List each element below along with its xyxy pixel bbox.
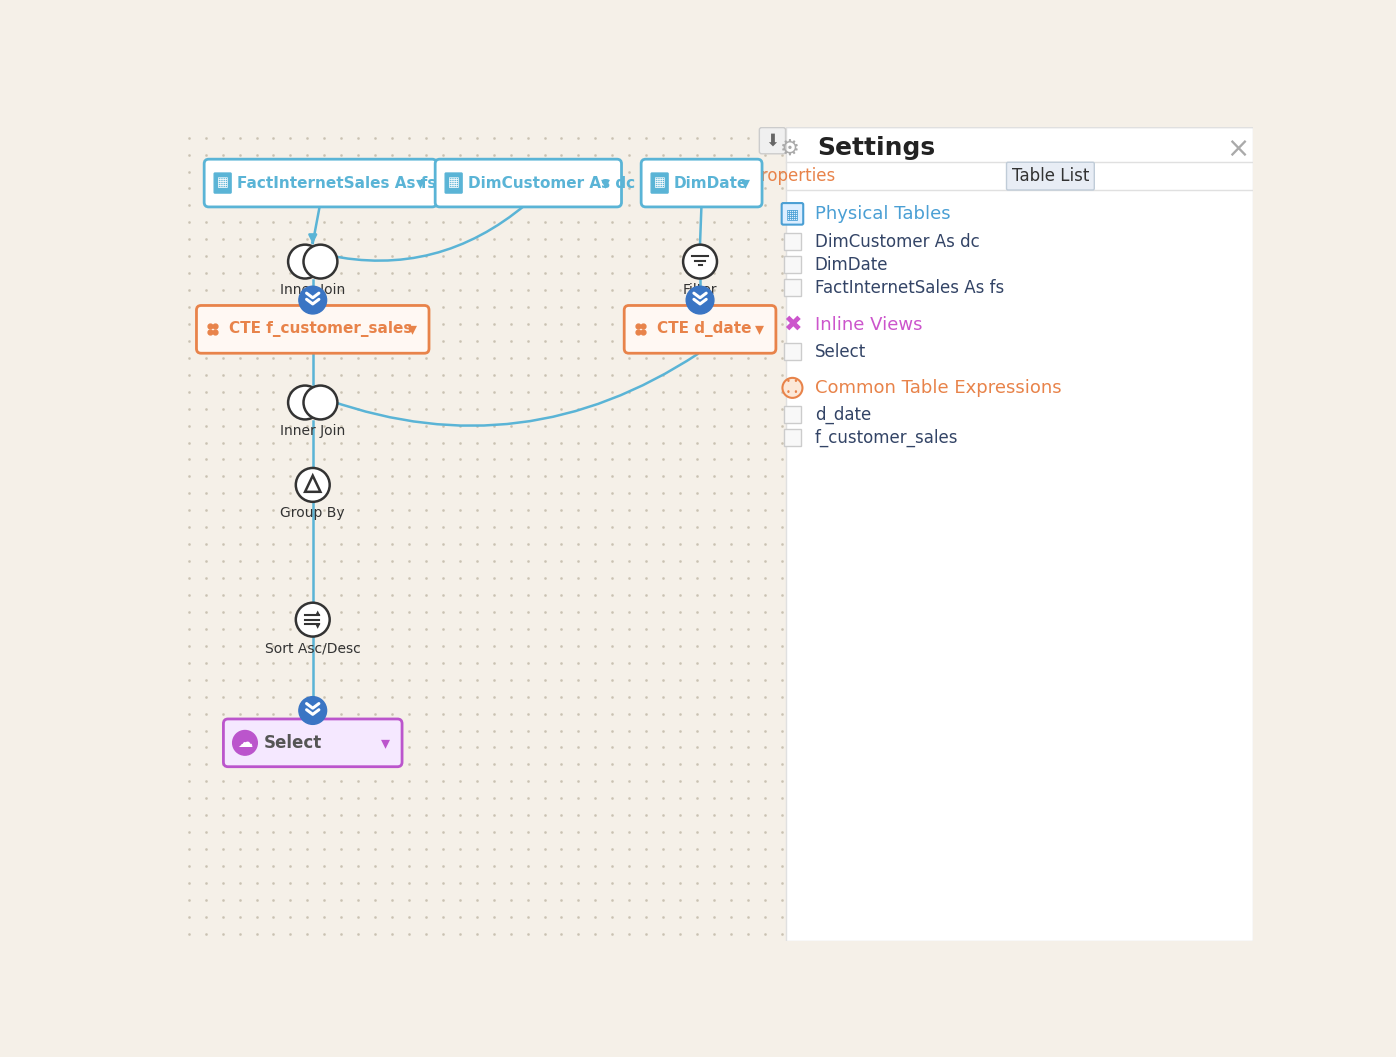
- Text: Common Table Expressions: Common Table Expressions: [815, 378, 1061, 396]
- FancyBboxPatch shape: [759, 128, 786, 153]
- Circle shape: [296, 468, 329, 502]
- FancyBboxPatch shape: [785, 406, 801, 423]
- Text: Settings: Settings: [817, 136, 935, 161]
- FancyBboxPatch shape: [445, 173, 462, 193]
- Text: Table List: Table List: [1012, 167, 1089, 185]
- FancyBboxPatch shape: [436, 160, 621, 207]
- Text: DimDate: DimDate: [673, 175, 748, 190]
- FancyArrowPatch shape: [328, 204, 526, 261]
- Text: ▲: ▲: [314, 610, 320, 616]
- Text: ▦: ▦: [448, 177, 459, 189]
- Text: CTE d_date: CTE d_date: [656, 321, 751, 337]
- Text: FactInternetSales As fs: FactInternetSales As fs: [815, 279, 1004, 297]
- Text: Group By: Group By: [281, 506, 345, 520]
- Text: Physical Tables: Physical Tables: [815, 205, 951, 223]
- Circle shape: [233, 730, 257, 755]
- Text: d_date: d_date: [815, 406, 871, 424]
- Text: Properties: Properties: [752, 167, 836, 185]
- Circle shape: [303, 244, 338, 279]
- Text: ▦: ▦: [216, 177, 229, 189]
- FancyBboxPatch shape: [785, 234, 801, 251]
- Text: ⬇: ⬇: [765, 132, 779, 150]
- Text: DimDate: DimDate: [815, 256, 888, 274]
- Text: ▦: ▦: [786, 207, 799, 221]
- FancyBboxPatch shape: [785, 256, 801, 273]
- FancyBboxPatch shape: [223, 719, 402, 766]
- Circle shape: [299, 286, 327, 314]
- Text: Sort Asc/Desc: Sort Asc/Desc: [265, 642, 360, 655]
- FancyBboxPatch shape: [651, 173, 669, 193]
- Text: Inner Join: Inner Join: [281, 283, 345, 297]
- Text: DimCustomer As dc: DimCustomer As dc: [815, 233, 980, 251]
- Circle shape: [687, 286, 713, 314]
- Text: ▾: ▾: [755, 320, 764, 338]
- Text: ×: ×: [1226, 134, 1249, 163]
- Text: Filter: Filter: [683, 283, 718, 297]
- FancyBboxPatch shape: [624, 305, 776, 353]
- Circle shape: [782, 377, 803, 397]
- Circle shape: [299, 697, 327, 724]
- Text: f_customer_sales: f_customer_sales: [815, 429, 958, 447]
- FancyBboxPatch shape: [214, 173, 232, 193]
- Text: ⚙: ⚙: [780, 138, 800, 159]
- FancyBboxPatch shape: [197, 305, 429, 353]
- FancyBboxPatch shape: [785, 344, 801, 360]
- Text: Select: Select: [264, 734, 321, 752]
- Text: ▾: ▾: [600, 174, 610, 192]
- Circle shape: [303, 386, 338, 420]
- Circle shape: [288, 386, 322, 420]
- FancyBboxPatch shape: [1007, 163, 1094, 190]
- Text: ▦: ▦: [653, 177, 666, 189]
- Bar: [786, 127, 1252, 941]
- FancyBboxPatch shape: [641, 160, 762, 207]
- Text: ▾: ▾: [409, 320, 417, 338]
- Text: ▾: ▾: [741, 174, 751, 192]
- Circle shape: [288, 244, 322, 279]
- Text: ▼: ▼: [314, 624, 320, 630]
- Text: ▾: ▾: [416, 174, 424, 192]
- Text: Inline Views: Inline Views: [815, 316, 923, 334]
- Text: DimCustomer As dc: DimCustomer As dc: [468, 175, 635, 190]
- Text: FactInternetSales As fs: FactInternetSales As fs: [236, 175, 436, 190]
- Text: Select: Select: [815, 342, 866, 360]
- Text: ✖: ✖: [783, 315, 801, 335]
- Text: ▾: ▾: [381, 734, 391, 752]
- Circle shape: [296, 602, 329, 636]
- FancyArrowPatch shape: [329, 354, 698, 426]
- Text: CTE f_customer_sales: CTE f_customer_sales: [229, 321, 412, 337]
- FancyBboxPatch shape: [785, 429, 801, 446]
- FancyBboxPatch shape: [782, 203, 803, 225]
- Text: ☁: ☁: [237, 736, 253, 750]
- FancyBboxPatch shape: [785, 279, 801, 296]
- Text: • •
• •: • • • •: [786, 377, 799, 396]
- Circle shape: [683, 244, 718, 279]
- Text: Inner Join: Inner Join: [281, 424, 345, 438]
- FancyBboxPatch shape: [204, 160, 437, 207]
